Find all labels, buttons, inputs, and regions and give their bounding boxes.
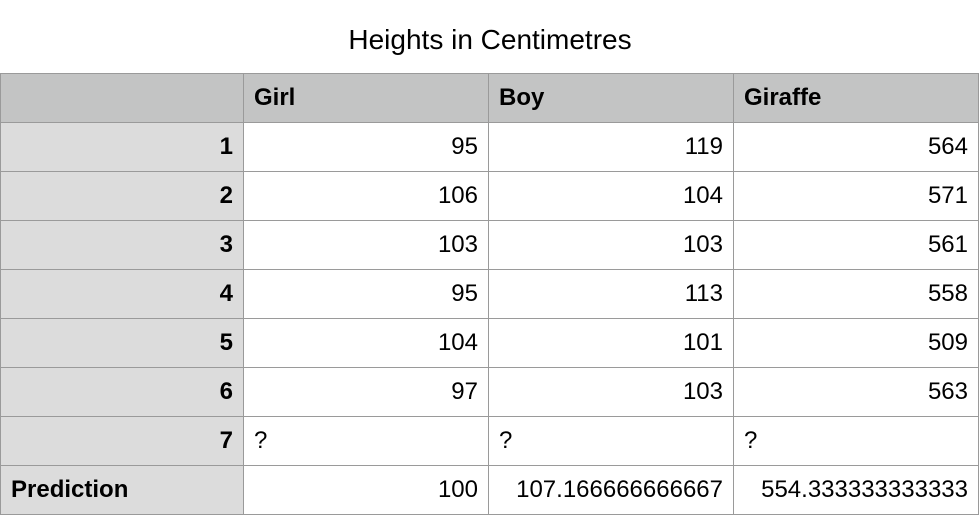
table-cell[interactable]: 101 (488, 318, 734, 368)
prediction-cell-girl[interactable]: 100 (243, 465, 489, 515)
table-cell[interactable]: 106 (243, 171, 489, 221)
table-row: 5 104 101 509 (0, 318, 979, 368)
prediction-cell-giraffe[interactable]: 554.333333333333 (733, 465, 979, 515)
prediction-cell-boy[interactable]: 107.166666666667 (488, 465, 734, 515)
table-cell[interactable]: 558 (733, 269, 979, 319)
table-cell[interactable]: 95 (243, 269, 489, 319)
row-header[interactable]: 4 (0, 269, 244, 319)
table-cell[interactable]: 563 (733, 367, 979, 417)
table-cell[interactable]: 103 (488, 220, 734, 270)
column-header-girl[interactable]: Girl (243, 73, 489, 123)
column-header-boy[interactable]: Boy (488, 73, 734, 123)
table-cell[interactable]: 103 (243, 220, 489, 270)
table-cell[interactable]: 113 (488, 269, 734, 319)
table-title: Heights in Centimetres (348, 24, 632, 55)
table-cell[interactable]: 103 (488, 367, 734, 417)
table-cell[interactable]: 564 (733, 122, 979, 172)
table-cell[interactable]: 509 (733, 318, 979, 368)
table-cell[interactable]: ? (243, 416, 489, 466)
row-header[interactable]: 1 (0, 122, 244, 172)
row-header[interactable]: 6 (0, 367, 244, 417)
table-cell[interactable]: 571 (733, 171, 979, 221)
row-header[interactable]: 3 (0, 220, 244, 270)
heights-table: Girl Boy Giraffe 1 95 119 564 2 106 104 … (0, 73, 979, 515)
table-cell[interactable]: 104 (243, 318, 489, 368)
table-cell[interactable]: ? (733, 416, 979, 466)
table-cell[interactable]: 104 (488, 171, 734, 221)
table-cell[interactable]: ? (488, 416, 734, 466)
table-row: 1 95 119 564 (0, 122, 979, 172)
table-cell[interactable]: 97 (243, 367, 489, 417)
table-cell[interactable]: 561 (733, 220, 979, 270)
row-header-prediction[interactable]: Prediction (0, 465, 244, 515)
table-cell[interactable]: 95 (243, 122, 489, 172)
row-header[interactable]: 7 (0, 416, 244, 466)
table-row: 3 103 103 561 (0, 220, 979, 270)
corner-cell[interactable] (0, 73, 244, 123)
table-row: 4 95 113 558 (0, 269, 979, 319)
row-header[interactable]: 5 (0, 318, 244, 368)
table-row: 6 97 103 563 (0, 367, 979, 417)
table-row: 2 106 104 571 (0, 171, 979, 221)
prediction-row: Prediction 100 107.166666666667 554.3333… (0, 465, 979, 515)
table-cell[interactable]: 119 (488, 122, 734, 172)
header-row: Girl Boy Giraffe (0, 73, 979, 123)
table-row: 7 ? ? ? (0, 416, 979, 466)
row-header[interactable]: 2 (0, 171, 244, 221)
column-header-giraffe[interactable]: Giraffe (733, 73, 979, 123)
